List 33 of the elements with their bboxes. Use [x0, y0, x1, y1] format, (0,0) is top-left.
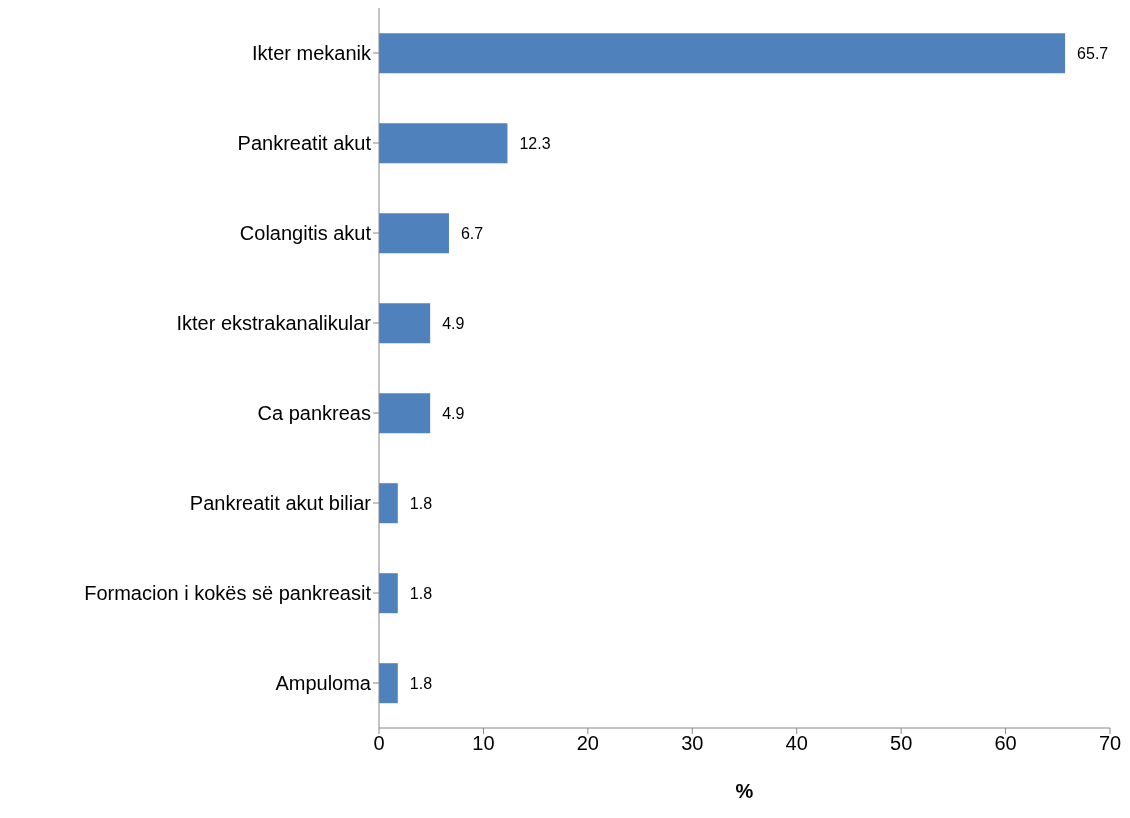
y-tick-label: Ca pankreas: [257, 402, 371, 425]
y-tick-label: Pankreatit akut: [237, 132, 372, 155]
x-tick-label: 50: [890, 732, 913, 755]
bar: [379, 393, 431, 434]
data-label: 1.8: [409, 584, 433, 602]
bar: [379, 123, 508, 164]
y-tick-label: Ampuloma: [275, 672, 372, 695]
y-tick-label: Pankreatit akut biliar: [189, 492, 372, 515]
x-tick-label: 40: [785, 732, 808, 755]
y-tick-label: Ikter ekstrakanalikular: [176, 312, 372, 335]
bar: [379, 663, 398, 704]
x-tick-label: 10: [472, 732, 495, 755]
data-label: 65.7: [1077, 44, 1109, 62]
x-axis-title: %: [735, 780, 754, 802]
data-label: 4.9: [442, 404, 465, 422]
x-tick-label: 30: [681, 732, 704, 755]
bar: [379, 213, 449, 254]
y-tick-label: Formacion i kokës së pankreasit: [84, 582, 372, 605]
x-tick-label: 0: [373, 732, 385, 755]
x-tick-label: 70: [1098, 732, 1122, 755]
data-label: 1.8: [409, 494, 433, 512]
x-tick-label: 20: [576, 732, 599, 755]
data-label: 4.9: [442, 314, 465, 332]
data-label: 6.7: [460, 224, 484, 242]
data-label: 12.3: [519, 134, 551, 152]
data-label: 1.8: [409, 674, 433, 692]
x-tick-label: 60: [994, 732, 1017, 755]
y-tick-label: Colangitis akut: [239, 222, 372, 245]
y-tick-label: Ikter mekanik: [252, 42, 372, 65]
bar: [379, 573, 398, 614]
bar: [379, 33, 1066, 74]
bar: [379, 303, 431, 344]
bar: [379, 483, 398, 524]
